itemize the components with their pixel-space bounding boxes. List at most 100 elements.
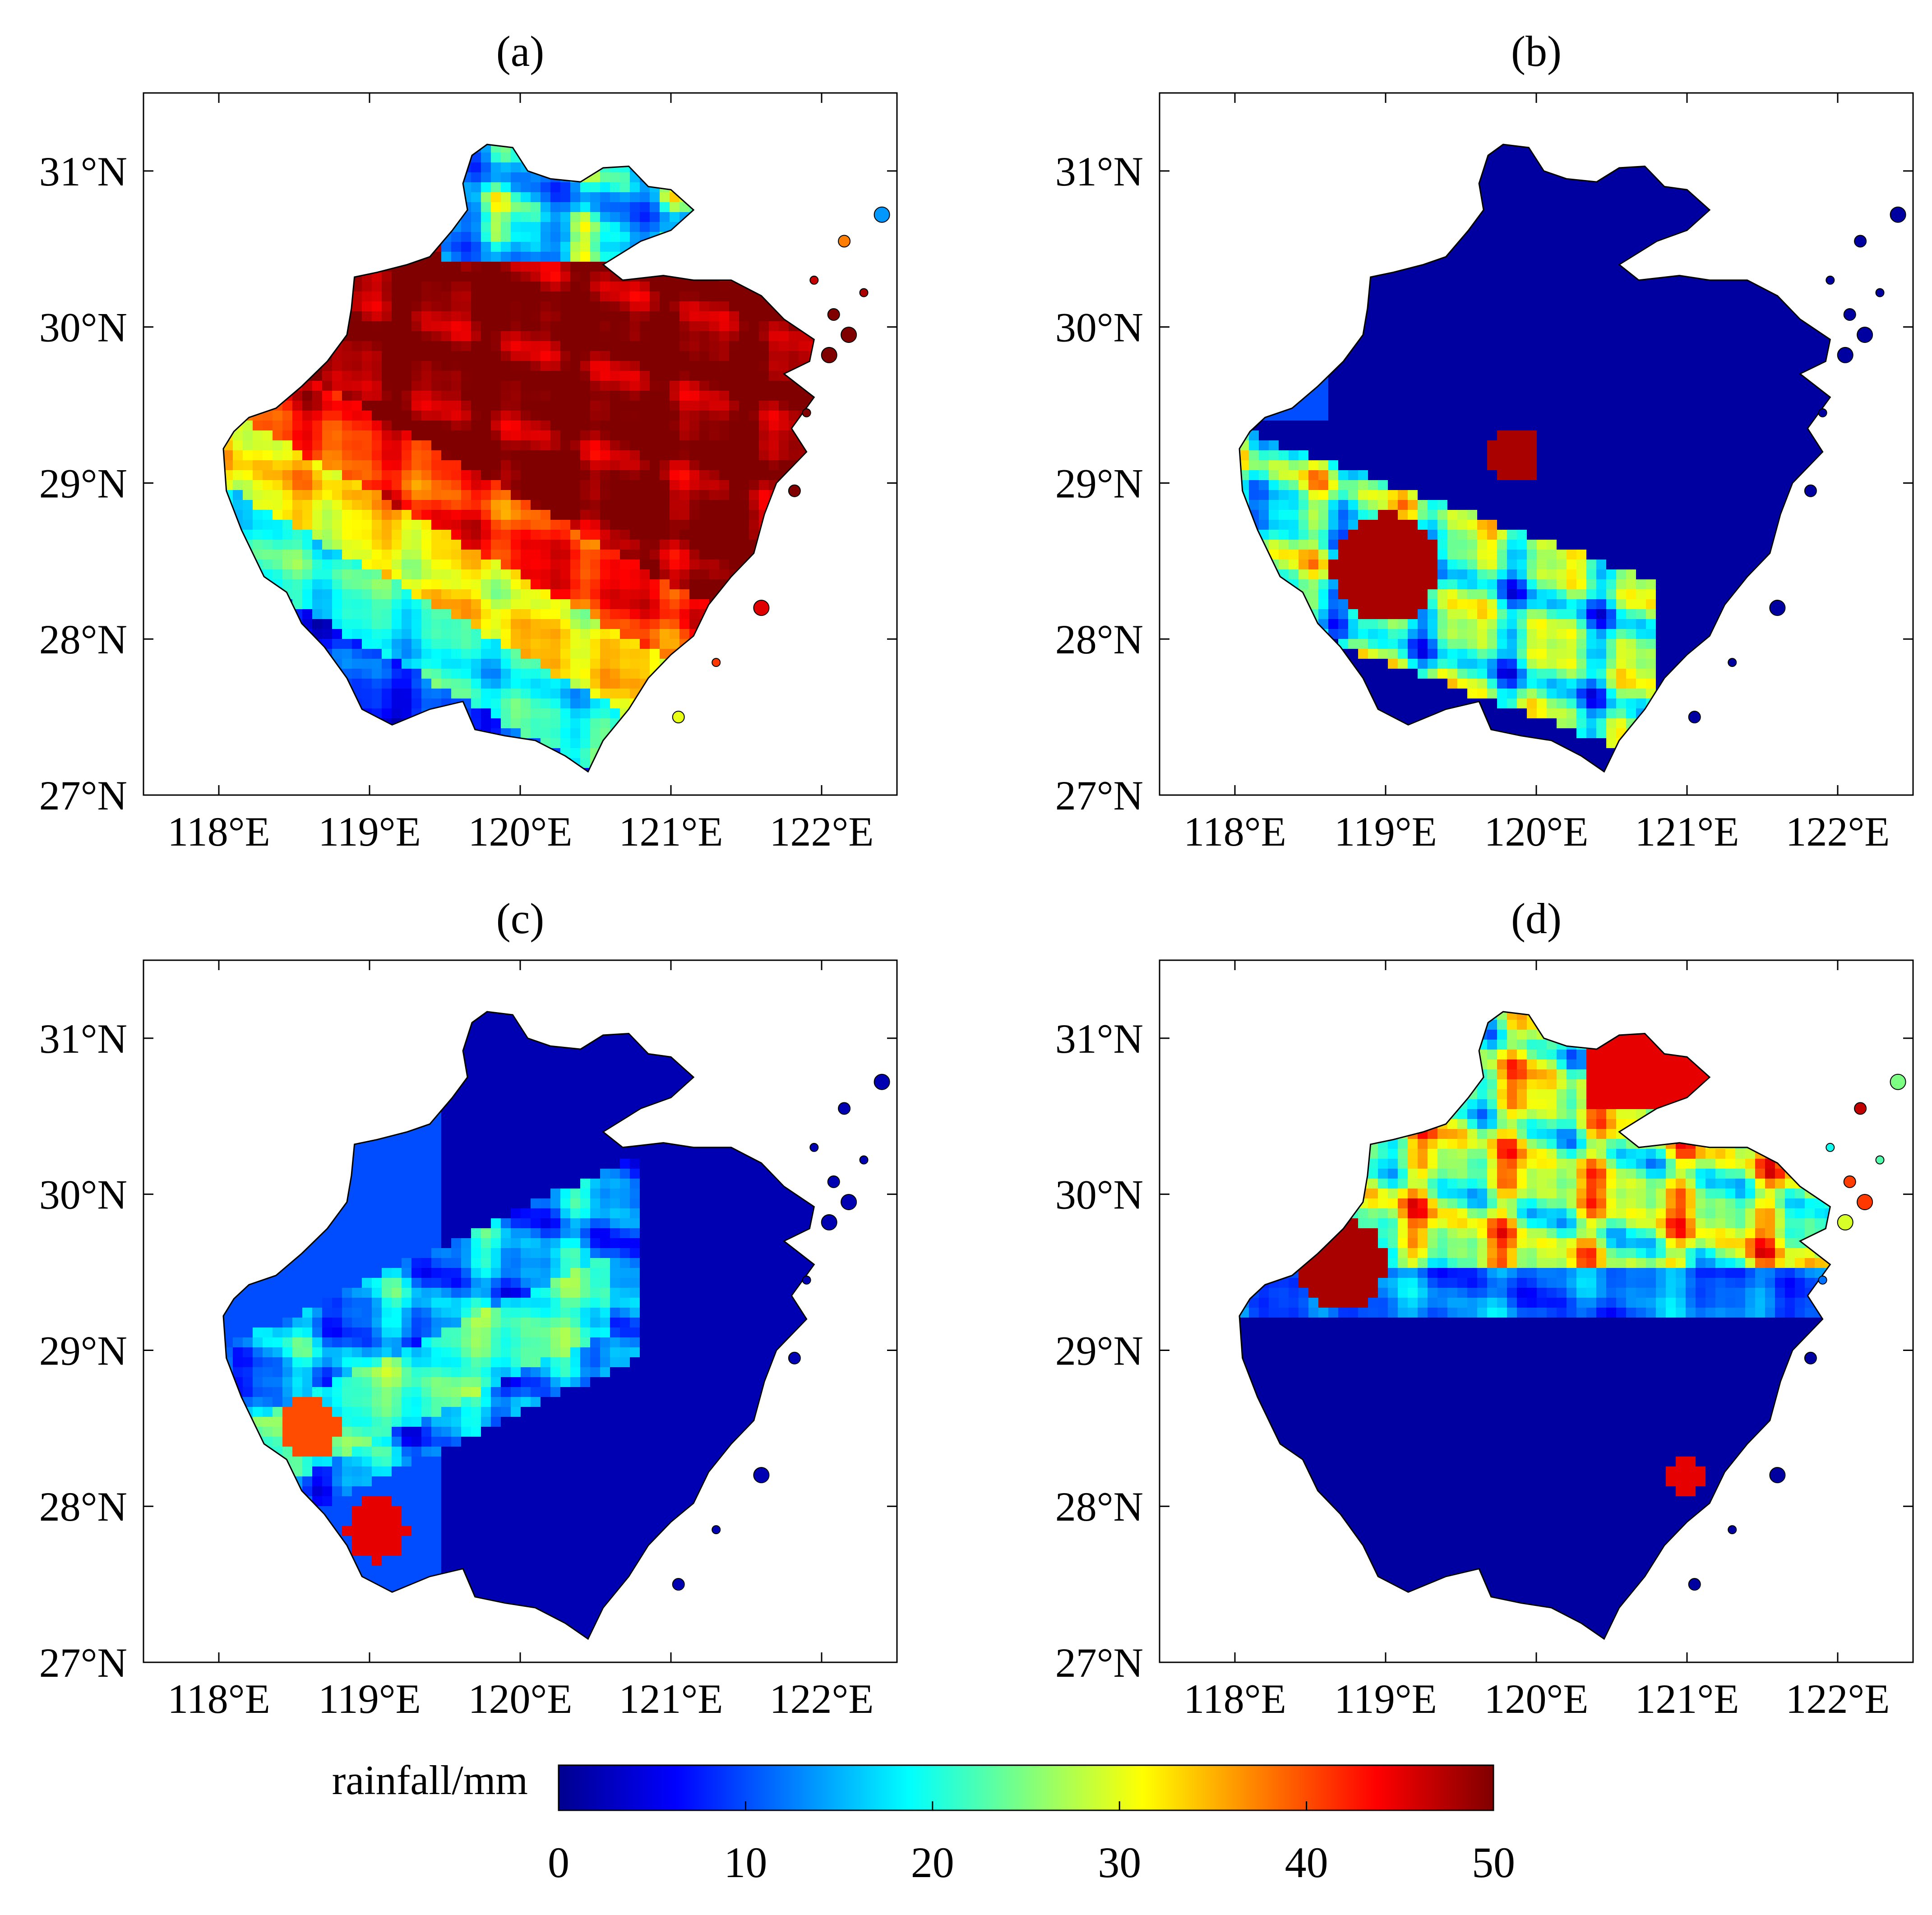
y-tick-label: 28°N	[1055, 1484, 1143, 1530]
x-tick-label: 122°E	[1786, 809, 1890, 855]
island	[821, 1214, 837, 1230]
island	[1769, 1467, 1786, 1484]
y-tick-label: 28°N	[1055, 616, 1143, 662]
island	[788, 484, 801, 497]
province-outline	[222, 143, 815, 773]
island	[809, 275, 819, 285]
island	[1804, 1351, 1817, 1365]
map-panel-c: (c) 118°E 119°E 120°E 121°E 122°E 27°N 28°N 29°N…	[39, 894, 898, 1722]
x-tick-label: 119°E	[318, 1676, 421, 1722]
map-panel-d: (d) 118°E 119°E 120°E 121°E 122°E 27°N 28°N 29°N…	[1055, 894, 1914, 1722]
y-tick-label: 29°N	[39, 1328, 127, 1374]
island	[841, 326, 857, 343]
x-tick-label: 121°E	[619, 809, 723, 855]
panel-title: (b)	[1511, 27, 1562, 75]
island	[1854, 1102, 1867, 1115]
island	[1818, 408, 1827, 417]
island	[753, 600, 770, 616]
island	[1728, 1525, 1737, 1535]
colorbar-tick-label: 10	[724, 1838, 767, 1887]
island	[838, 1102, 851, 1115]
province-outline	[222, 1011, 815, 1640]
y-tick-label: 30°N	[39, 305, 127, 351]
island	[1688, 711, 1701, 724]
colorbar-tick-label: 50	[1472, 1838, 1515, 1887]
island	[1857, 326, 1873, 343]
y-tick-label: 28°N	[39, 616, 127, 662]
panel-title: (c)	[496, 894, 545, 943]
y-tick-label: 31°N	[39, 1016, 127, 1062]
island	[1804, 484, 1817, 497]
island	[1890, 1073, 1906, 1090]
island	[1826, 275, 1835, 285]
panel-title: (a)	[496, 27, 545, 75]
island	[1818, 1275, 1827, 1285]
island	[802, 408, 811, 417]
panel-title: (d)	[1511, 894, 1562, 943]
x-tick-label: 121°E	[1635, 1676, 1739, 1722]
map-panel-b: (b) 118°E 119°E 120°E 121°E 122°E 27°N 28°N 29°N…	[1055, 27, 1914, 855]
island	[712, 1525, 721, 1535]
island	[1728, 658, 1737, 667]
x-tick-label: 121°E	[1635, 809, 1739, 855]
colorbar-label: rainfall/mm	[332, 1757, 528, 1803]
island	[1890, 206, 1906, 223]
y-tick-label: 29°N	[39, 460, 127, 506]
y-tick-label: 31°N	[1055, 1016, 1143, 1062]
x-tick-label: 122°E	[1786, 1676, 1890, 1722]
x-tick-label: 122°E	[770, 1676, 874, 1722]
colorbar-tick-label: 0	[548, 1838, 569, 1887]
island	[809, 1143, 819, 1152]
island	[1843, 308, 1856, 321]
island	[1837, 347, 1853, 363]
x-tick-label: 120°E	[468, 809, 573, 855]
island	[859, 1155, 869, 1165]
y-tick-label: 27°N	[39, 1640, 127, 1686]
island	[1826, 1143, 1835, 1152]
map-panel-a: (a) 118°E 119°E 120°E 121°E 122°E 27°N 28°N 29°N…	[39, 27, 898, 855]
island	[1769, 600, 1786, 616]
y-tick-label: 27°N	[39, 772, 127, 819]
rainfall-field-a	[223, 144, 814, 772]
island	[1688, 1578, 1701, 1591]
x-tick-label: 119°E	[318, 809, 421, 855]
y-tick-label: 30°N	[39, 1172, 127, 1218]
colorbar-tick-label: 40	[1285, 1838, 1328, 1887]
x-tick-label: 118°E	[1183, 1676, 1286, 1722]
x-tick-label: 122°E	[770, 809, 874, 855]
y-tick-label: 31°N	[1055, 148, 1143, 194]
island	[788, 1351, 801, 1365]
island	[1875, 288, 1885, 297]
colorbar: rainfall/mm 0 10 20 30 40 50	[332, 1757, 1515, 1887]
x-tick-label: 120°E	[468, 1676, 573, 1722]
x-tick-label: 120°E	[1484, 809, 1589, 855]
island	[874, 206, 890, 223]
island	[821, 347, 837, 363]
colorbar-tick-label: 30	[1098, 1838, 1141, 1887]
island	[1843, 1175, 1856, 1189]
y-tick-label: 27°N	[1055, 1640, 1143, 1686]
island	[827, 308, 840, 321]
island	[1857, 1193, 1873, 1210]
x-tick-label: 119°E	[1334, 1676, 1437, 1722]
y-tick-label: 27°N	[1055, 772, 1143, 819]
rainfall-field-c	[223, 1012, 814, 1639]
island	[672, 1578, 685, 1591]
island	[802, 1275, 811, 1285]
x-tick-label: 119°E	[1334, 809, 1437, 855]
island	[841, 1193, 857, 1210]
x-tick-label: 118°E	[167, 809, 270, 855]
colorbar-tick-label: 20	[911, 1838, 954, 1887]
x-tick-label: 118°E	[1183, 809, 1286, 855]
island	[838, 235, 851, 248]
island	[1854, 235, 1867, 248]
y-tick-label: 31°N	[39, 148, 127, 194]
province-outline	[1239, 1011, 1831, 1640]
island	[827, 1175, 840, 1189]
rainfall-field-d	[1239, 1012, 1830, 1639]
island	[1837, 1214, 1853, 1230]
x-tick-label: 118°E	[167, 1676, 270, 1722]
island	[712, 658, 721, 667]
island	[859, 288, 869, 297]
